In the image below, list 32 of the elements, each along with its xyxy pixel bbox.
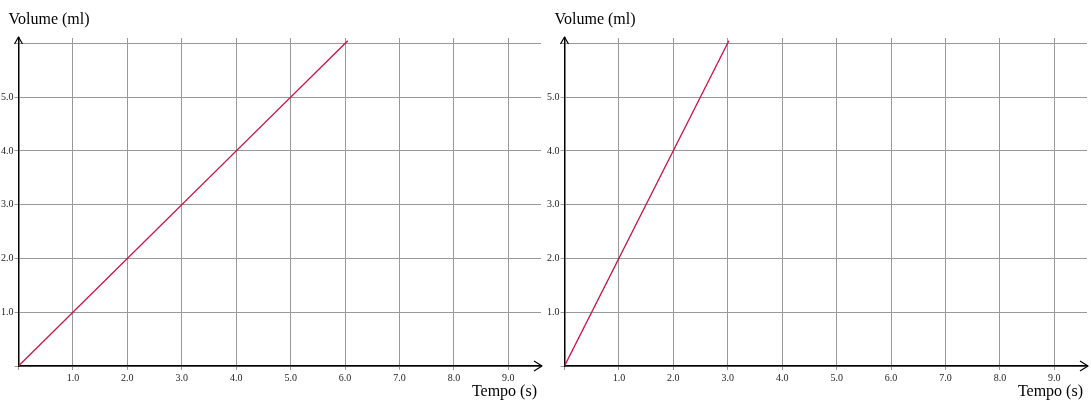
y-tick-label: 4.0 [1, 144, 14, 156]
x-tick-label: 6.0 [338, 371, 352, 383]
y-tick-label: 2.0 [547, 252, 560, 264]
x-tick-label: 3.0 [721, 371, 735, 383]
x-tick-label: 3.0 [175, 371, 189, 383]
x-tick-label: 1.0 [612, 371, 626, 383]
x-tick-label: 9.0 [1048, 371, 1061, 383]
y-axis-title: Volume (ml) [8, 10, 90, 28]
y-tick-label: 2.0 [1, 252, 14, 264]
x-tick-label: 6.0 [884, 371, 898, 383]
x-tick-label: 7.0 [939, 371, 952, 383]
y-tick-label: 1.0 [547, 305, 560, 317]
x-tick-label: 7.0 [393, 371, 406, 383]
y-tick-label: 4.0 [547, 144, 560, 156]
y-tick-label: 3.0 [547, 198, 560, 210]
x-tick-label: 8.0 [447, 371, 461, 383]
x-tick-label: 2.0 [667, 371, 680, 383]
x-tick-label: 4.0 [775, 371, 789, 383]
x-tick-label: 5.0 [830, 371, 843, 383]
x-tick-label: 2.0 [121, 371, 134, 383]
y-tick-label: 5.0 [547, 90, 560, 102]
x-tick-label: 1.0 [66, 371, 80, 383]
y-tick-label: 3.0 [1, 198, 14, 210]
x-axis-title: Tempo (s) [1017, 382, 1083, 400]
y-axis-title: Volume (ml) [554, 10, 636, 28]
y-tick-label: 1.0 [1, 305, 14, 317]
x-tick-label: 9.0 [502, 371, 515, 383]
x-tick-label: 5.0 [284, 371, 297, 383]
x-axis-title: Tempo (s) [471, 382, 537, 400]
x-tick-label: 4.0 [229, 371, 243, 383]
y-tick-label: 5.0 [1, 90, 14, 102]
x-tick-label: 8.0 [993, 371, 1007, 383]
